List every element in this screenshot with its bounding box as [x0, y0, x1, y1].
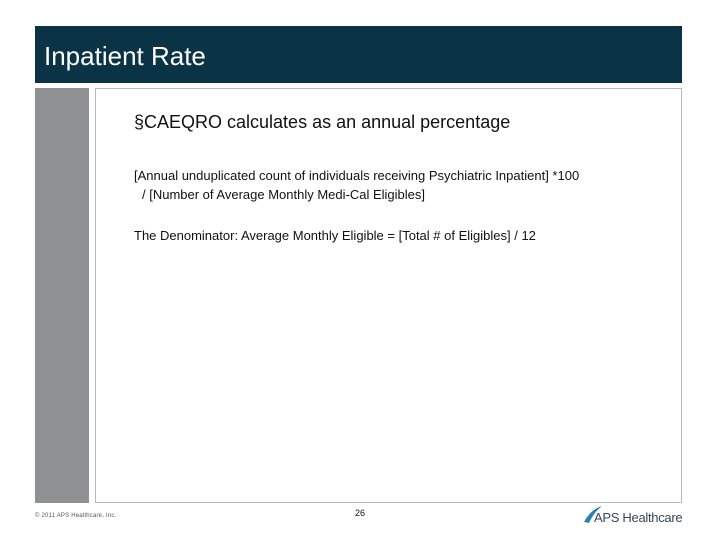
aps-swoosh-icon	[584, 506, 602, 523]
title-bar: Inpatient Rate	[35, 26, 682, 83]
logo-text: APS Healthcare	[594, 510, 683, 525]
slide-title: Inpatient Rate	[44, 41, 206, 71]
footer-copyright: © 2011 APS Healthcare, Inc.	[35, 513, 117, 519]
bullet-point: §CAEQRO calculates as an annual percenta…	[134, 112, 511, 132]
formula-line-2: / [Number of Average Monthly Medi-Cal El…	[142, 187, 425, 202]
aps-healthcare-logo: APS Healthcare	[582, 505, 686, 527]
content-frame	[95, 88, 682, 503]
decorative-side-bar	[35, 88, 89, 503]
denominator-line: The Denominator: Average Monthly Eligibl…	[134, 228, 536, 243]
formula-line-1: [Annual unduplicated count of individual…	[134, 168, 580, 183]
page-number: 26	[355, 508, 366, 518]
